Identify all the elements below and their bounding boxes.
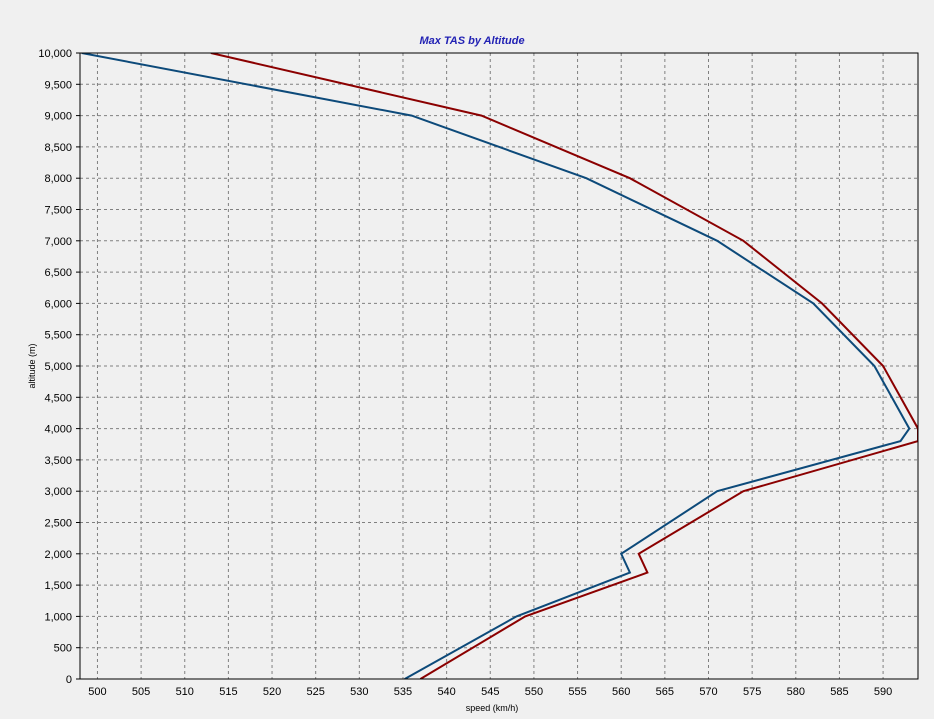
x-axis-label: speed (km/h) xyxy=(466,703,519,713)
y-tick-label: 9,000 xyxy=(44,111,72,123)
y-tick-label: 3,000 xyxy=(44,486,72,498)
x-axis-ticks: 500 505 510 515 520 525 530 535 540 545 550 555 560 5… xyxy=(88,686,892,698)
y-tick-label: 7,500 xyxy=(44,205,72,217)
x-tick-label: 570 xyxy=(699,686,717,698)
x-tick-label: 585 xyxy=(830,686,848,698)
x-tick-label: 500 xyxy=(88,686,106,698)
y-tick-label: 8,000 xyxy=(44,173,72,185)
y-tick-label: 500 xyxy=(54,643,72,655)
x-tick-label: 550 xyxy=(525,686,543,698)
x-tick-label: 540 xyxy=(437,686,455,698)
y-tick-label: 10,000 xyxy=(38,48,72,60)
x-tick-label: 565 xyxy=(656,686,674,698)
y-tick-label: 1,500 xyxy=(44,580,72,592)
y-tick-label: 2,000 xyxy=(44,549,72,561)
y-tick-label: 9,500 xyxy=(44,79,72,91)
x-tick-label: 515 xyxy=(219,686,237,698)
y-tick-label: 1,000 xyxy=(44,611,72,623)
x-tick-label: 505 xyxy=(132,686,150,698)
x-tick-label: 530 xyxy=(350,686,368,698)
series-line-2 xyxy=(81,53,911,679)
x-tick-label: 560 xyxy=(612,686,630,698)
y-tick-label: 2,500 xyxy=(44,518,72,530)
y-tick-label: 6,000 xyxy=(44,298,72,310)
x-tick-label: 510 xyxy=(176,686,194,698)
chart-title: Max TAS by Altitude xyxy=(419,35,524,47)
y-tick-label: 7,000 xyxy=(44,236,72,248)
y-tick-label: 8,500 xyxy=(44,142,72,154)
y-tick-label: 5,000 xyxy=(44,361,72,373)
series-group xyxy=(81,53,918,679)
x-tick-label: 525 xyxy=(307,686,325,698)
y-tick-label: 6,500 xyxy=(44,267,72,279)
grid xyxy=(80,52,918,680)
x-tick-label: 545 xyxy=(481,686,499,698)
x-tick-label: 590 xyxy=(874,686,892,698)
x-tick-label: 520 xyxy=(263,686,281,698)
x-tick-label: 535 xyxy=(394,686,412,698)
x-tick-label: 555 xyxy=(568,686,586,698)
y-axis-ticks: 0 500 1,000 1,500 2,000 2,500 3,000 3,500 4,000 4… xyxy=(38,48,80,686)
x-tick-label: 580 xyxy=(787,686,805,698)
y-tick-label: 0 xyxy=(66,674,72,686)
y-tick-label: 3,500 xyxy=(44,455,72,467)
y-tick-label: 4,500 xyxy=(44,392,72,404)
y-tick-label: 4,000 xyxy=(44,424,72,436)
y-axis-label: altitude (m) xyxy=(27,343,37,388)
series-line-1 xyxy=(210,53,918,679)
x-tick-label: 575 xyxy=(743,686,761,698)
y-tick-label: 5,500 xyxy=(44,330,72,342)
